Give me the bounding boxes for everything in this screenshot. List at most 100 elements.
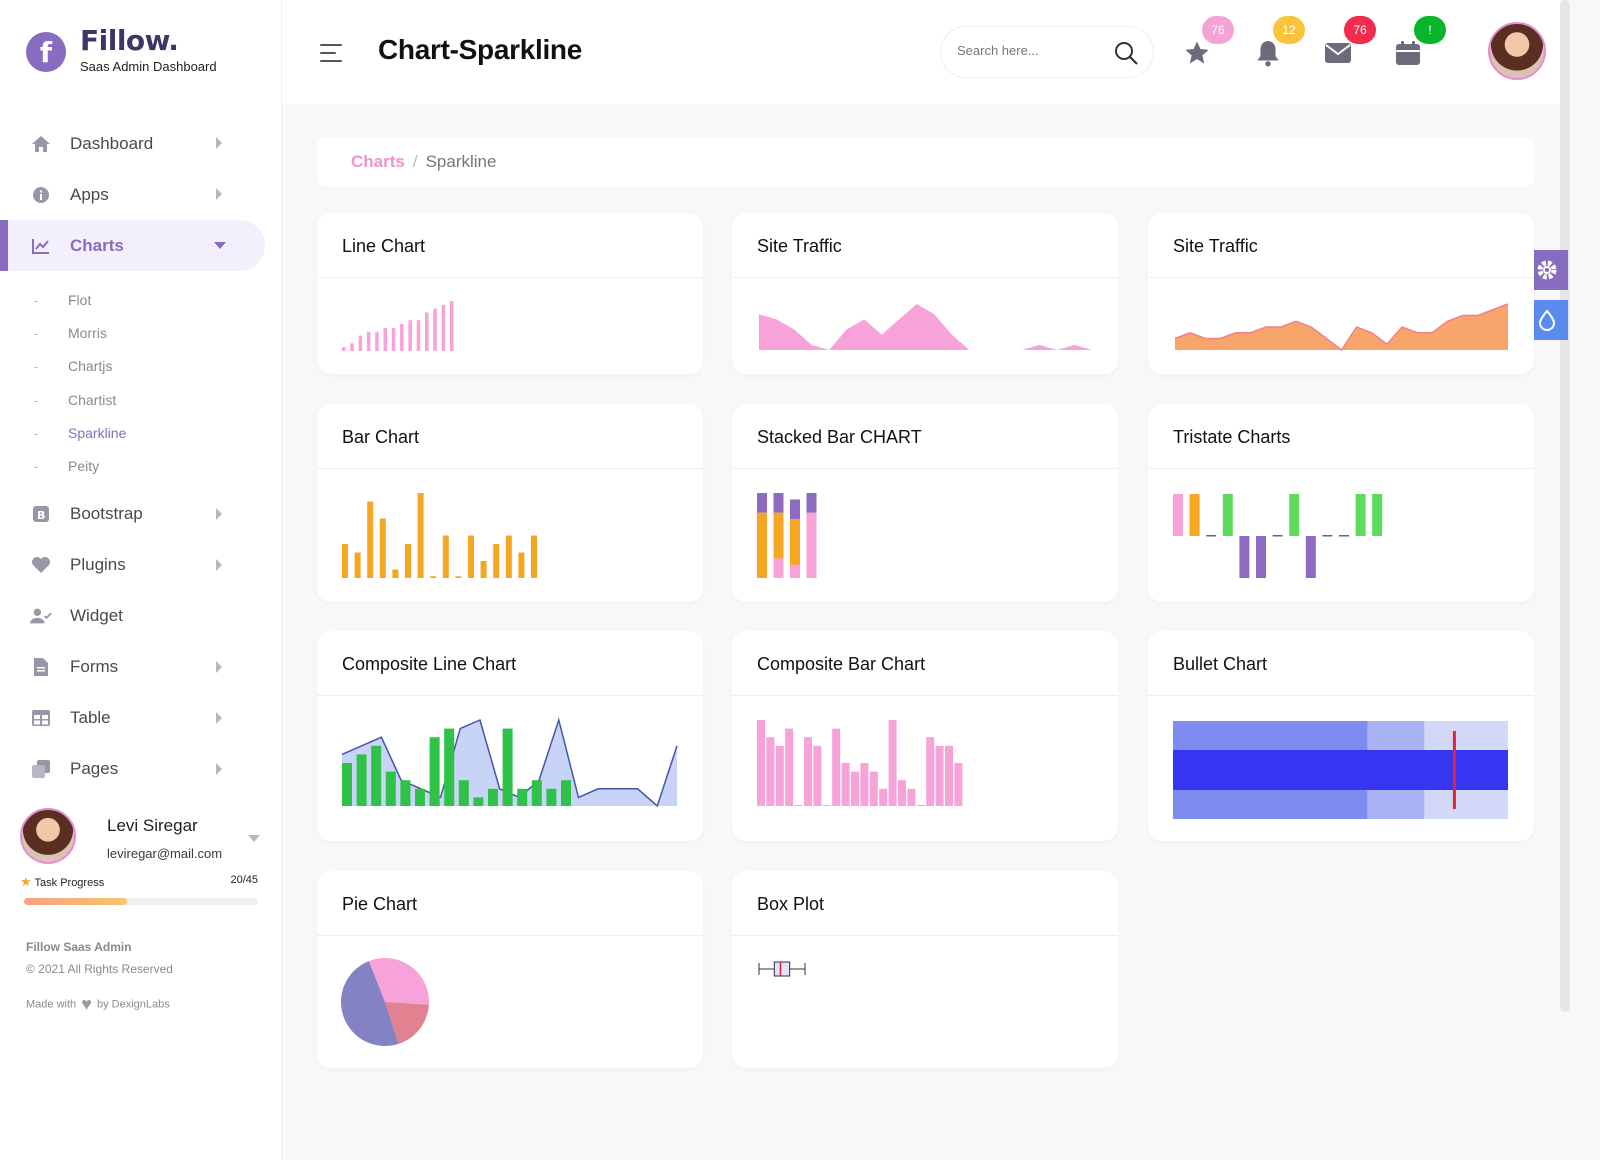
profile-email: leviregar@mail.com [107,846,223,861]
stacked-bar-segment [790,499,800,520]
bar-chart-bar [468,535,474,578]
card-site-traffic-1: Site Traffic [732,213,1118,374]
composite-bar-bar [785,728,794,806]
submenu-item-chartist[interactable]: - Chartist [34,391,117,408]
search-icon[interactable] [1113,40,1139,71]
pie-slice [385,1002,429,1044]
sidebar-item-charts[interactable]: Charts [0,220,265,271]
tristate-bar-down [1305,536,1316,578]
sidebar-item-plugins[interactable]: Plugins [0,540,282,591]
submenu-item-label: Chartist [68,391,117,408]
site-traffic-2-line [1174,303,1509,352]
box-plot-box [773,961,791,977]
pie-slice [340,961,399,1046]
stacked-bar-sparkline [757,493,817,578]
bar-chart-bar [392,569,399,578]
chevron-right-icon [216,188,222,200]
sidebar-item-label: Widget [70,606,123,626]
tristate-bar-up [1222,494,1233,536]
envelope-icon[interactable] [1323,38,1353,68]
menu-toggle-icon[interactable] [320,44,342,68]
info-icon [30,184,52,206]
composite-bar-bar [757,720,765,806]
chevron-right-icon [216,711,222,724]
breadcrumb-separator: / [412,152,418,171]
composite-line-bar [502,728,513,806]
stacked-bar-segment [757,493,767,513]
sidebar-item-widget[interactable]: Widget [0,591,282,642]
composite-bar-bar [766,737,775,806]
card-bullet: Bullet Chart [1148,631,1534,841]
stacked-bar-segment [773,493,784,513]
task-progress-bar [24,898,258,905]
composite-bar-bar [888,720,897,806]
user-profile[interactable]: Levi Siregar leviregar@mail.com [20,808,264,864]
submenu-item-morris[interactable]: - Morris [34,324,107,341]
footer-made-with: Made with [26,998,77,1011]
composite-line-bar [531,780,542,806]
submenu-item-flot[interactable]: - Flot [34,291,92,308]
line-chart-bar [391,327,396,351]
card-bar-chart: Bar Chart [317,404,703,602]
calendar-icon[interactable] [1393,38,1423,68]
card-composite-line: Composite Line Chart [317,631,703,841]
card-title: Site Traffic [732,213,1118,278]
bar-chart-bar [379,518,386,578]
composite-bar-bar [954,763,963,806]
composite-line-bar [371,745,382,806]
header-avatar[interactable] [1488,22,1546,80]
bar-chart-bar [417,493,424,578]
brand[interactable]: f Fillow. Saas Admin Dashboard [26,24,217,74]
tristate-bar-up [1372,494,1383,536]
brand-name: Fillow. [80,24,179,57]
stacked-bar-segment [790,519,800,565]
bell-icon[interactable] [1253,38,1283,68]
composite-line-bar [385,771,396,806]
breadcrumb-link-charts[interactable]: Charts [351,152,405,171]
submenu-item-sparkline[interactable]: - Sparkline [34,424,127,441]
line-chart-bar [400,324,404,351]
sidebar-item-dashboard[interactable]: Dashboard [0,118,282,169]
card-title: Stacked Bar CHART [732,404,1118,469]
tristate-bar-down [1239,536,1250,578]
submenu-item-chartjs[interactable]: - Chartjs [34,358,113,375]
sidebar-item-label: Forms [70,657,119,677]
heart-icon [30,554,52,576]
sidebar-item-label: Dashboard [70,133,154,153]
stacked-bar-segment [806,512,817,578]
composite-bar-bar [860,763,869,806]
pie-sparkline [340,958,429,1046]
card-site-traffic-2: Site Traffic [1148,213,1534,374]
chevron-down-icon[interactable] [248,835,260,842]
sidebar-item-forms[interactable]: Forms [0,642,282,693]
brand-subtitle: Saas Admin Dashboard [80,59,217,74]
breadcrumb: Charts / Sparkline [317,137,1534,187]
tristate-bar-down [1256,536,1266,578]
bootstrap-icon: B [30,503,52,525]
sidebar-item-apps[interactable]: Apps [0,169,282,220]
line-chart-bar [449,301,454,351]
bar-chart-bar [442,535,449,578]
card-title: Site Traffic [1148,213,1534,278]
sidebar-item-bootstrap[interactable]: B Bootstrap [0,489,282,540]
notifications-badge: 12 [1273,16,1305,44]
submenu-item-peity[interactable]: - Peity [34,458,100,475]
file-icon [30,656,52,678]
star-icon[interactable] [1182,38,1212,68]
site-traffic-sparkline-2 [1174,303,1509,352]
composite-bar-bar [794,805,803,806]
sidebar-item-pages[interactable]: Pages [0,744,282,795]
composite-bar-bar [879,788,888,806]
composite-line-bar [342,763,352,806]
page-scrollbar[interactable] [1560,0,1570,1012]
sidebar-item-table[interactable]: Table [0,693,282,744]
tristate-bar-zero [1322,535,1333,537]
tristate-bar-zero [1339,535,1349,537]
composite-bar-bar [869,771,878,806]
chevron-right-icon [216,558,222,571]
page-title: Chart-Sparkline [378,34,582,65]
line-chart-bar [433,308,437,351]
search-input[interactable] [957,43,1107,58]
card-title: Line Chart [317,213,703,278]
sidebar-item-label: Charts [70,235,124,255]
